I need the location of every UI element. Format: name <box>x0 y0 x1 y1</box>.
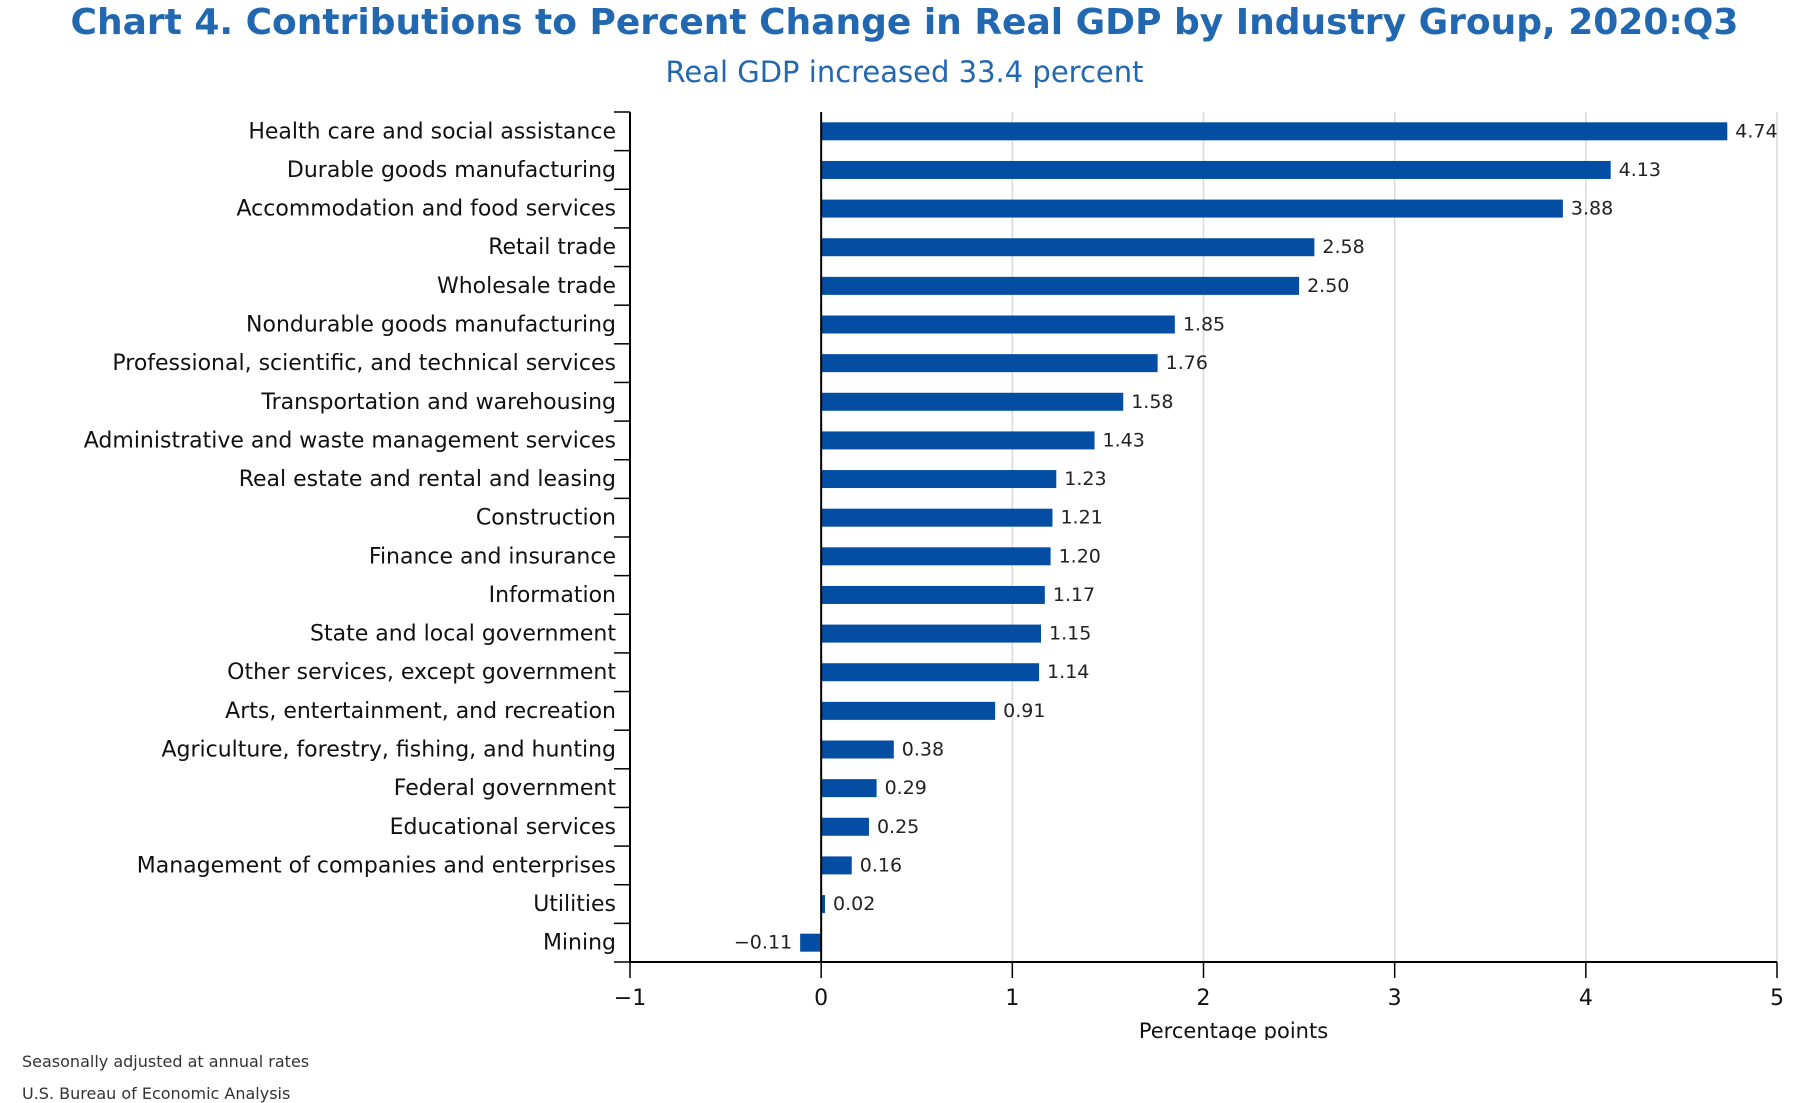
chart-subtitle: Real GDP increased 33.4 percent <box>665 55 1144 89</box>
bar-0 <box>821 122 1728 141</box>
category-label-11: Finance and insurance <box>369 544 616 569</box>
value-label-19: 0.16 <box>860 854 902 876</box>
footnote-source: U.S. Bureau of Economic Analysis <box>22 1084 291 1103</box>
category-label-18: Educational services <box>390 815 616 840</box>
category-label-0: Health care and social assistance <box>248 119 616 144</box>
value-label-17: 0.29 <box>885 777 927 799</box>
category-label-20: Utilities <box>533 892 616 917</box>
category-label-19: Management of companies and enterprises <box>137 853 616 878</box>
bar-21 <box>800 933 822 952</box>
bar-7 <box>821 392 1124 411</box>
value-label-16: 0.38 <box>902 739 944 761</box>
category-label-4: Wholesale trade <box>437 274 616 299</box>
value-label-8: 1.43 <box>1103 429 1145 451</box>
bar-14 <box>821 663 1040 682</box>
bar-1 <box>821 160 1611 179</box>
value-label-2: 3.88 <box>1571 198 1613 220</box>
value-label-0: 4.74 <box>1735 120 1777 142</box>
category-label-15: Arts, entertainment, and recreation <box>225 699 616 724</box>
value-label-12: 1.17 <box>1053 584 1095 606</box>
footnote-seasonal: Seasonally adjusted at annual rates <box>22 1052 310 1071</box>
bar-chart: 4.74 Health care and social assistance 4.1… <box>84 111 1784 1040</box>
category-label-9: Real estate and rental and leasing <box>239 467 616 492</box>
bar-2 <box>821 199 1563 218</box>
category-label-5: Nondurable goods manufacturing <box>246 313 616 338</box>
x-tick-label-1: 0 <box>814 986 828 1011</box>
bar-17 <box>821 779 877 798</box>
value-label-5: 1.85 <box>1183 314 1225 336</box>
bar-10 <box>821 508 1053 527</box>
chart-title: Chart 4. Contributions to Percent Change… <box>70 2 1739 43</box>
bar-16 <box>821 740 894 759</box>
bar-11 <box>821 547 1051 566</box>
value-label-21: −0.11 <box>734 932 792 954</box>
category-label-16: Agriculture, forestry, fishing, and hunt… <box>161 738 616 763</box>
category-label-10: Construction <box>476 506 616 531</box>
value-label-10: 1.21 <box>1060 507 1102 529</box>
category-label-8: Administrative and waste management serv… <box>84 428 616 453</box>
category-label-1: Durable goods manufacturing <box>287 158 616 183</box>
value-label-13: 1.15 <box>1049 623 1091 645</box>
value-label-6: 1.76 <box>1166 352 1208 374</box>
bar-6 <box>821 354 1158 373</box>
bar-19 <box>821 856 852 875</box>
x-axis-label: Percentage points <box>1139 1019 1328 1040</box>
bar-20 <box>821 895 825 914</box>
category-label-7: Transportation and warehousing <box>260 390 616 415</box>
x-tick-label-4: 3 <box>1388 986 1402 1011</box>
value-label-9: 1.23 <box>1064 468 1106 490</box>
category-label-17: Federal government <box>394 776 617 801</box>
bar-18 <box>821 817 869 836</box>
category-label-3: Retail trade <box>488 235 616 260</box>
category-label-21: Mining <box>543 931 616 956</box>
category-label-13: State and local government <box>310 622 616 647</box>
bar-5 <box>821 315 1175 334</box>
bar-12 <box>821 585 1045 604</box>
category-label-14: Other services, except government <box>227 660 616 685</box>
bar-9 <box>821 470 1057 489</box>
value-label-15: 0.91 <box>1003 700 1045 722</box>
category-label-2: Accommodation and food services <box>237 197 617 222</box>
bar-15 <box>821 701 996 720</box>
value-label-14: 1.14 <box>1047 661 1089 683</box>
x-tick-label-3: 2 <box>1197 986 1211 1011</box>
bar-13 <box>821 624 1042 643</box>
x-tick-label-0: −1 <box>614 986 646 1011</box>
x-tick-label-6: 5 <box>1770 986 1784 1011</box>
x-tick-label-2: 1 <box>1005 986 1019 1011</box>
x-tick-label-5: 4 <box>1579 986 1593 1011</box>
value-label-1: 4.13 <box>1619 159 1661 181</box>
category-label-12: Information <box>489 583 616 608</box>
value-label-20: 0.02 <box>833 893 875 915</box>
bar-8 <box>821 431 1095 450</box>
bar-3 <box>821 238 1315 257</box>
value-label-3: 2.58 <box>1322 236 1364 258</box>
value-label-4: 2.50 <box>1307 275 1349 297</box>
value-label-11: 1.20 <box>1059 545 1101 567</box>
value-label-18: 0.25 <box>877 816 919 838</box>
category-label-6: Professional, scientific, and technical … <box>112 351 616 376</box>
value-label-7: 1.58 <box>1131 391 1173 413</box>
bar-4 <box>821 276 1300 295</box>
